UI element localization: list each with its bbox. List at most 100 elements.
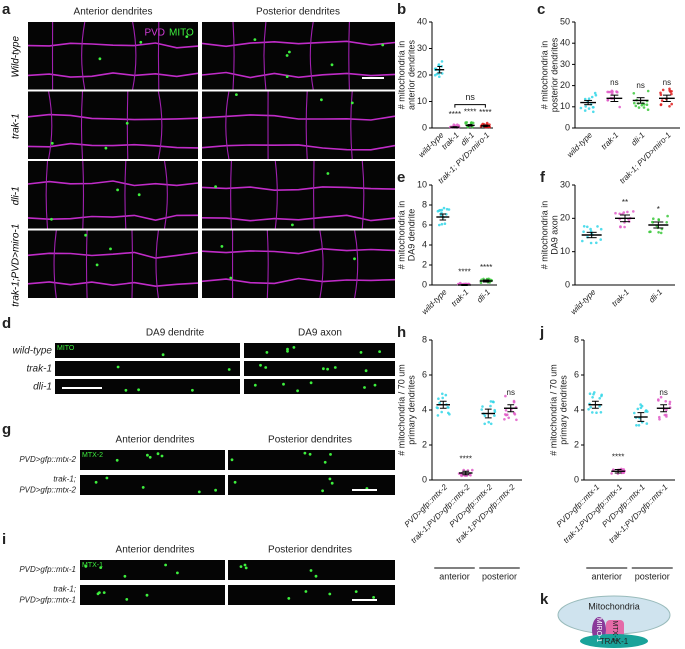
- mito-puncta: [220, 245, 224, 248]
- micrograph: [244, 379, 395, 394]
- point-cloud: [481, 405, 484, 408]
- neurite: [201, 186, 396, 192]
- neurite: [85, 230, 88, 299]
- mito-puncta: [98, 57, 102, 61]
- point-cloud: [440, 410, 444, 414]
- point-cloud: [592, 110, 595, 114]
- point-cloud: [441, 392, 444, 396]
- trak1-shape: [580, 634, 648, 648]
- x-tick-label: trak-1; PVD>miro-1: [618, 131, 673, 186]
- column-header: Anterior dendrites: [116, 435, 195, 446]
- column-header: DA9 dendrite: [146, 328, 205, 339]
- mito-puncta: [304, 590, 308, 593]
- neurite: [274, 160, 278, 229]
- x-tick-label: dli-1: [629, 131, 646, 148]
- mito-puncta: [125, 598, 129, 601]
- neurite: [27, 281, 199, 288]
- micrograph: [28, 91, 198, 159]
- point-cloud: [665, 413, 668, 417]
- bracket-label: ns: [465, 92, 475, 102]
- point-cloud: [668, 402, 671, 406]
- y-tick-label: 2: [422, 259, 427, 269]
- point-cloud: [513, 413, 517, 416]
- x-tick-label: trak-1: [599, 131, 620, 152]
- mito-puncta: [364, 369, 368, 373]
- diagram-node: MTX-2: [611, 621, 618, 642]
- panel-label: e: [397, 169, 405, 186]
- point-cloud: [593, 91, 597, 95]
- point-cloud: [503, 413, 507, 416]
- significance: ns: [636, 81, 644, 90]
- panel-label: b: [397, 1, 406, 18]
- channel-label: MTX-1: [82, 562, 103, 569]
- point-cloud: [657, 218, 660, 221]
- panel-label: c: [537, 1, 545, 18]
- significance: ns: [663, 78, 671, 87]
- mito-puncta: [329, 453, 332, 456]
- y-tick-label: 10: [560, 101, 570, 111]
- mito-puncta: [350, 101, 354, 105]
- channel-label: MITO: [169, 28, 194, 39]
- point-cloud: [642, 106, 646, 109]
- point-cloud: [493, 414, 496, 417]
- y-tick-label: 10: [417, 179, 427, 189]
- mito-puncta: [139, 40, 143, 44]
- mito-puncta: [123, 574, 127, 578]
- y-tick-label: 6: [422, 219, 427, 229]
- point-cloud: [599, 238, 602, 241]
- y-tick-label: 10: [560, 246, 570, 256]
- neurite: [201, 144, 396, 151]
- neurite: [361, 160, 365, 229]
- point-cloud: [591, 411, 594, 414]
- point-cloud: [595, 241, 598, 245]
- point-cloud: [489, 422, 493, 426]
- y-tick-label: 20: [417, 69, 427, 79]
- diagram-node: Mitochondria: [588, 601, 640, 611]
- panel-label: j: [539, 324, 544, 341]
- micrograph: [80, 560, 225, 580]
- neurite: [155, 230, 159, 299]
- point-cloud: [657, 399, 660, 402]
- point-cloud: [489, 404, 492, 408]
- micrograph: [55, 343, 240, 358]
- point-cloud: [610, 472, 613, 475]
- y-tick-label: 6: [422, 369, 427, 379]
- channel-label: MTX-2: [82, 452, 103, 459]
- x-tick-label: trak-1: [440, 131, 461, 152]
- point-cloud: [606, 90, 609, 94]
- mito-puncta: [282, 382, 285, 386]
- neurite: [266, 230, 269, 299]
- point-cloud: [592, 106, 595, 109]
- mito-puncta: [84, 565, 88, 568]
- point-cloud: [587, 97, 591, 100]
- point-cloud: [634, 104, 638, 108]
- point-cloud: [665, 221, 668, 224]
- point-cloud: [582, 230, 585, 233]
- significance: ****: [460, 454, 472, 463]
- point-cloud: [633, 411, 636, 415]
- neurite: [201, 114, 396, 121]
- point-cloud: [590, 95, 594, 99]
- neurite: [319, 230, 324, 299]
- mito-puncta: [288, 50, 291, 54]
- mito-puncta: [309, 569, 313, 572]
- point-cloud: [622, 211, 626, 214]
- mito-puncta: [259, 363, 262, 367]
- point-cloud: [632, 210, 635, 213]
- mito-puncta: [253, 38, 257, 41]
- diagram-node: MIRO-1: [595, 618, 602, 643]
- panel-label: k: [540, 591, 549, 608]
- point-cloud: [632, 92, 636, 95]
- point-cloud: [668, 87, 671, 91]
- x-tick-label: wild-type: [569, 287, 598, 316]
- y-tick-label: 30: [560, 179, 570, 189]
- y-axis-label: # mitochondria in: [396, 201, 406, 270]
- point-cloud: [618, 212, 621, 216]
- mito-puncta: [353, 257, 356, 261]
- y-tick-label: 40: [560, 38, 570, 48]
- point-cloud: [464, 121, 468, 124]
- point-cloud: [587, 107, 591, 110]
- neurite: [45, 160, 49, 229]
- micrograph: [55, 361, 240, 376]
